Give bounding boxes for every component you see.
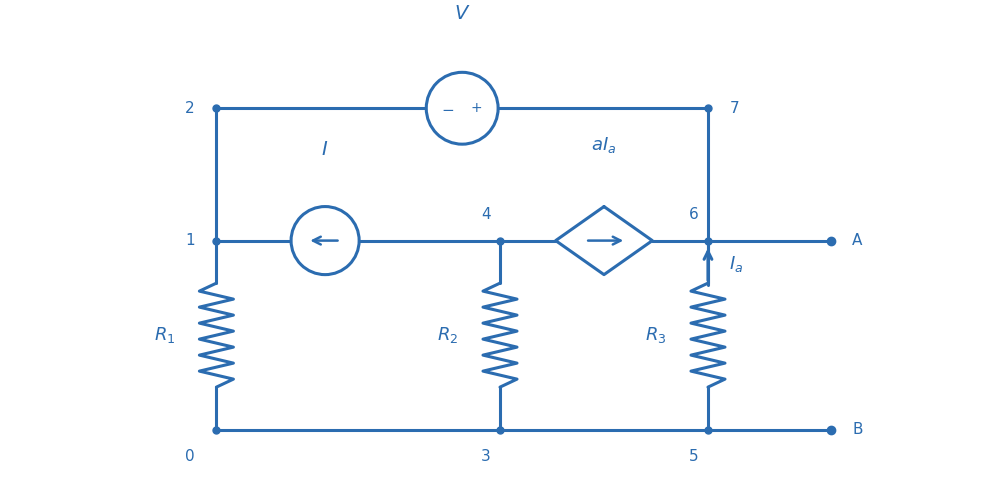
- Circle shape: [426, 72, 498, 144]
- Text: $I$: $I$: [321, 140, 329, 160]
- Text: $aI_a$: $aI_a$: [591, 134, 617, 154]
- Text: $-$: $-$: [441, 100, 454, 116]
- Text: 4: 4: [481, 206, 491, 222]
- Circle shape: [291, 206, 359, 274]
- Text: $R_{2}$: $R_{2}$: [437, 325, 459, 345]
- Text: 6: 6: [689, 206, 699, 222]
- Text: 3: 3: [481, 448, 491, 464]
- Text: 5: 5: [689, 448, 699, 464]
- Text: $R_{3}$: $R_{3}$: [645, 325, 667, 345]
- Text: 2: 2: [185, 100, 195, 116]
- Text: B: B: [852, 422, 863, 437]
- Text: $R_{1}$: $R_{1}$: [154, 325, 175, 345]
- Text: $V$: $V$: [454, 4, 470, 23]
- Text: 1: 1: [185, 233, 195, 248]
- Text: A: A: [852, 233, 863, 248]
- Text: $+$: $+$: [470, 101, 482, 115]
- Polygon shape: [556, 206, 652, 274]
- Text: $I_a$: $I_a$: [729, 254, 743, 274]
- Text: 7: 7: [730, 100, 739, 116]
- Text: 0: 0: [185, 448, 195, 464]
